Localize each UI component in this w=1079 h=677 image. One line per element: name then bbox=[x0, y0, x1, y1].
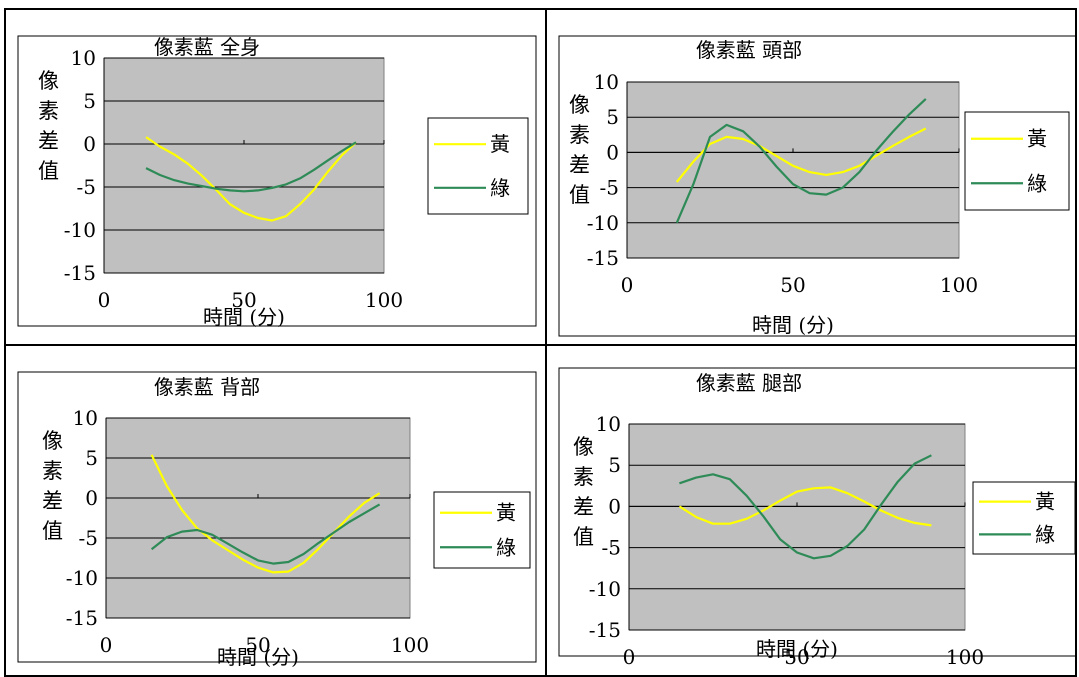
series-line-2 bbox=[679, 454, 932, 560]
series-line-1 bbox=[678, 486, 932, 527]
legend-box bbox=[972, 481, 1075, 555]
legend-label-2: 綠 bbox=[490, 176, 510, 200]
legend-label-1: 黃 bbox=[1035, 490, 1055, 514]
y-tick-label: -5 bbox=[600, 176, 619, 200]
plot-area bbox=[103, 57, 385, 274]
chart-title: 像素藍 全身 bbox=[154, 35, 260, 59]
series-line-1 bbox=[675, 127, 927, 183]
plot-area bbox=[628, 423, 966, 631]
y-tick-label: -15 bbox=[589, 618, 621, 642]
y-axis-label: 像素差值 bbox=[573, 435, 594, 549]
chart-title: 像素藍 背部 bbox=[154, 375, 260, 399]
y-tick-label: -5 bbox=[79, 526, 98, 550]
y-tick-label: 0 bbox=[85, 486, 98, 510]
x-tick-label: 0 bbox=[621, 273, 634, 297]
y-tick-label: 5 bbox=[85, 446, 98, 470]
y-tick-label: 10 bbox=[71, 46, 96, 70]
x-tick-label: 50 bbox=[780, 273, 805, 297]
y-tick-label: 5 bbox=[606, 105, 619, 129]
y-tick-label: 10 bbox=[73, 406, 98, 430]
y-tick-label: -15 bbox=[587, 246, 619, 270]
x-tick-label: 0 bbox=[100, 633, 113, 657]
x-tick-label: 0 bbox=[98, 288, 111, 312]
plot-area bbox=[626, 81, 960, 259]
chart-cell-1: 10 5 0 -5 -10 -15 0 50 100 像素藍 全身 時間 (分) 像素差值黃綠 bbox=[4, 8, 547, 346]
x-tick-label: 0 bbox=[623, 645, 636, 669]
x-tick-label: 100 bbox=[940, 273, 978, 297]
y-tick-label: 0 bbox=[83, 132, 96, 156]
x-tick-label: 50 bbox=[245, 633, 270, 657]
x-tick-label: 50 bbox=[231, 288, 256, 312]
y-axis-label: 像素差值 bbox=[569, 93, 590, 207]
x-axis-label: 時間 (分) bbox=[203, 305, 285, 329]
y-tick-label: -15 bbox=[64, 261, 96, 285]
y-tick-label: 5 bbox=[608, 453, 621, 477]
x-tick-label: 100 bbox=[365, 288, 403, 312]
y-axis-label: 像素差值 bbox=[38, 69, 59, 183]
chart-title: 像素藍 頭部 bbox=[696, 38, 802, 62]
y-tick-label: 0 bbox=[608, 494, 621, 518]
y-tick-label: 5 bbox=[83, 89, 96, 113]
x-tick-label: 100 bbox=[391, 633, 429, 657]
series-line-1 bbox=[150, 454, 381, 574]
x-axis-label: 時間 (分) bbox=[756, 637, 838, 661]
plot-area bbox=[105, 417, 411, 619]
y-tick-label: -10 bbox=[66, 566, 98, 590]
y-tick-label: 10 bbox=[596, 412, 621, 436]
series-line-2 bbox=[675, 98, 927, 224]
y-tick-label: 0 bbox=[606, 140, 619, 164]
y-tick-label: -5 bbox=[77, 175, 96, 199]
chart-title: 像素藍 腿部 bbox=[696, 371, 802, 395]
legend-label-2: 綠 bbox=[1027, 171, 1047, 195]
x-axis-label: 時間 (分) bbox=[217, 645, 299, 669]
chart-cell-2: 10 5 0 -5 -10 -15 0 50 100 像素藍 頭部 時間 (分) 像素差值黃綠 bbox=[545, 8, 1077, 346]
legend-box bbox=[427, 117, 529, 215]
chart-cell-3: 10 5 0 -5 -10 -15 0 50 100 像素藍 背部 時間 (分) 像素差值黃綠 bbox=[4, 344, 547, 677]
y-tick-label: 10 bbox=[594, 70, 619, 94]
y-tick-label: -10 bbox=[589, 577, 621, 601]
legend-label-2: 綠 bbox=[496, 535, 516, 559]
legend-box bbox=[964, 111, 1070, 211]
y-tick-label: -10 bbox=[64, 218, 96, 242]
y-tick-label: -5 bbox=[602, 536, 621, 560]
x-axis-label: 時間 (分) bbox=[752, 313, 834, 337]
x-tick-label: 100 bbox=[946, 645, 984, 669]
legend-box bbox=[433, 491, 531, 569]
y-axis-label: 像素差值 bbox=[42, 429, 63, 543]
chart-cell-4: 10 5 0 -5 -10 -15 0 50 100 像素藍 腿部 時間 (分) 像素差值黃綠 bbox=[545, 344, 1077, 677]
series-line-1 bbox=[145, 136, 357, 222]
series-line-2 bbox=[150, 503, 381, 565]
x-tick-label: 50 bbox=[784, 645, 809, 669]
series-line-2 bbox=[145, 141, 357, 193]
legend-label-1: 黃 bbox=[1027, 127, 1047, 151]
y-tick-label: -15 bbox=[66, 606, 98, 630]
legend-label-1: 黃 bbox=[490, 132, 510, 156]
legend-label-1: 黃 bbox=[496, 501, 516, 525]
legend-label-2: 綠 bbox=[1035, 522, 1055, 546]
y-tick-label: -10 bbox=[587, 211, 619, 235]
